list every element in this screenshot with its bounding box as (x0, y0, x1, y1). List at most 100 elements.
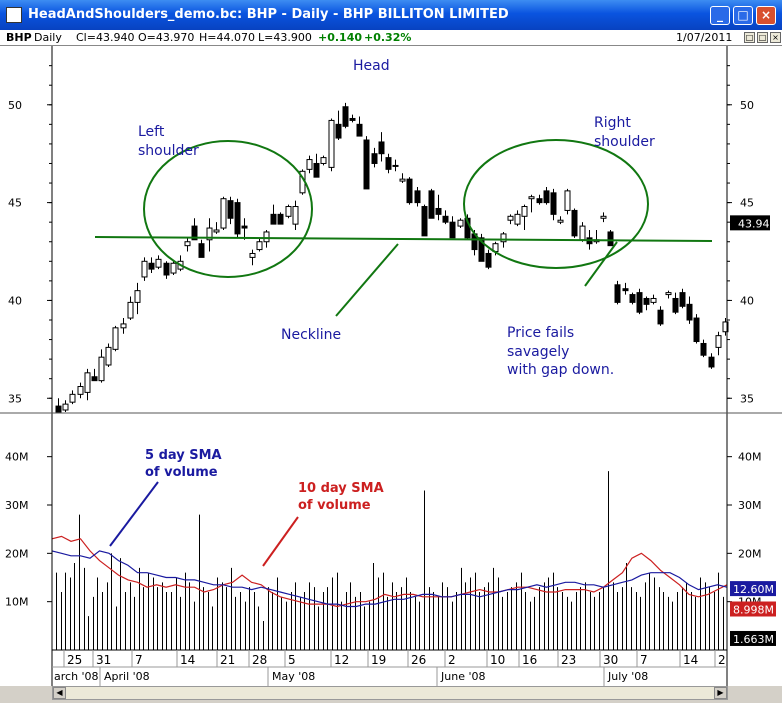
candle (643, 296, 650, 311)
candle-body-down (349, 117, 356, 121)
candle (571, 208, 578, 238)
candle (277, 212, 284, 225)
candle (320, 155, 327, 166)
maximize-button[interactable]: □ (733, 6, 753, 25)
candle-body-down (335, 123, 342, 139)
candle (213, 222, 220, 234)
candle (328, 118, 335, 172)
restore-subwindow-button[interactable]: □ (744, 32, 755, 43)
price-fails-label-2: savagely (507, 344, 569, 360)
candle (155, 255, 162, 270)
candle-body-down (700, 342, 707, 356)
candle (55, 398, 62, 413)
candle-body-up (256, 241, 263, 251)
candle (629, 292, 636, 305)
candle (485, 249, 492, 270)
candle-body-up (292, 206, 299, 225)
minimize-button[interactable]: _ (710, 6, 730, 25)
month-label: May '08 (272, 670, 315, 683)
candle-body-up (213, 229, 220, 233)
head-label: Head (353, 58, 390, 74)
annotations: Left shoulder Head Right shoulder Neckli… (94, 58, 713, 567)
day-tick-label: 26 (411, 653, 426, 667)
sma10-label-2: of volume (298, 498, 371, 513)
candle-body-down (241, 225, 248, 229)
candle-body-up (392, 164, 399, 167)
volume-value-label: 1.663M (733, 633, 774, 646)
sma10-label-1: 10 day SMA (298, 481, 384, 496)
candle-body-down (313, 162, 320, 178)
candle (363, 136, 370, 190)
day-tick-label: 16 (522, 653, 537, 667)
candle (693, 314, 700, 344)
candle (105, 343, 112, 367)
volume-tick-label-right: 40M (738, 451, 762, 464)
candle-body-up (62, 403, 69, 411)
candle-body-down (414, 190, 421, 204)
candle (313, 153, 320, 178)
candle (349, 114, 356, 123)
candle-body-down (385, 157, 392, 170)
price-fails-label-3: with gap down. (507, 362, 614, 378)
candle-body-down (693, 317, 700, 343)
candle-body-up (514, 213, 521, 225)
candle (414, 186, 421, 207)
chart-area[interactable]: 353540404545505043.9410M10M20M20M30M30M4… (0, 46, 782, 686)
candle-body-up (665, 292, 672, 296)
candle (715, 331, 722, 356)
candle-body-down (622, 288, 629, 292)
candle (392, 159, 399, 172)
price-fails-label-1: Price fails (507, 325, 574, 341)
candle (457, 218, 464, 229)
candle-body-down (428, 190, 435, 219)
candle-body-up (127, 301, 134, 319)
volume-tick-label-left: 40M (5, 451, 29, 464)
candle (69, 390, 76, 405)
maximize-subwindow-button[interactable]: □ (757, 32, 768, 43)
candle (478, 233, 485, 262)
candle-body-up (184, 241, 191, 247)
scroll-left-arrow[interactable]: ◀ (53, 687, 66, 699)
candle (614, 280, 621, 305)
candle-body-down (435, 207, 442, 215)
day-tick-label: 23 (561, 653, 576, 667)
candle (507, 214, 514, 225)
candle-body-down (478, 237, 485, 262)
candle-body-down (163, 262, 170, 276)
scroll-right-arrow[interactable]: ▶ (714, 687, 727, 699)
candle-body-down (629, 294, 636, 303)
candle (622, 282, 629, 295)
candle-body-down (277, 213, 284, 225)
candle-body-up (457, 219, 464, 227)
horizontal-scrollbar[interactable]: ◀ ▶ (52, 686, 728, 700)
price-tick-label-right: 45 (740, 197, 754, 210)
candle-body-down (227, 200, 234, 219)
app-icon (6, 7, 22, 23)
candle (600, 212, 607, 223)
close-button[interactable]: × (756, 6, 776, 25)
price-tick-label-left: 40 (8, 294, 22, 307)
candle-body-down (270, 213, 277, 225)
last-price-box (730, 215, 770, 231)
sma10-value-box (730, 601, 776, 617)
candle-body-up (564, 190, 571, 211)
day-tick-label: 28 (252, 653, 267, 667)
candle-body-down (191, 225, 198, 241)
last-price-label: 43.94 (738, 217, 770, 230)
price-tick-label-left: 35 (8, 392, 22, 405)
change-percent: +0.32% (364, 31, 412, 44)
volume-tick-label-left: 10M (5, 596, 29, 609)
close-subwindow-button[interactable]: × (770, 32, 781, 43)
day-tick-label: 7 (640, 653, 648, 667)
candle (378, 132, 385, 162)
volume-tick-label-right: 20M (738, 547, 762, 560)
candle (536, 194, 543, 205)
candle-body-down (543, 190, 550, 204)
left-shoulder-label-2: shoulder (138, 143, 199, 159)
candle-body-up (77, 386, 84, 395)
candle (84, 368, 91, 401)
price-tick-label-left: 50 (8, 99, 22, 112)
candle (206, 218, 213, 252)
window-titlebar[interactable]: HeadAndShoulders_demo.bc: BHP - Daily - … (0, 0, 782, 30)
open-value: O=43.970 (138, 31, 195, 44)
